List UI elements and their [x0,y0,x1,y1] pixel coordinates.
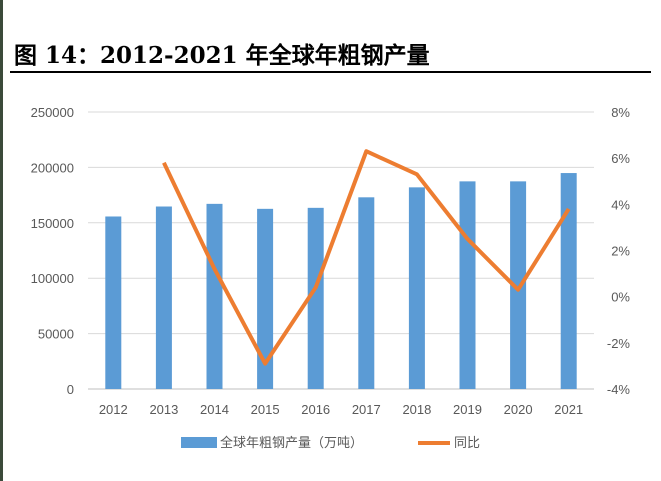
left-tick-label: 150000 [31,216,74,231]
left-tick-label: 200000 [31,160,74,175]
bar [560,173,577,389]
right-tick-label: -4% [607,382,631,397]
right-tick-label: 6% [611,151,630,166]
bar [155,206,172,389]
left-tick-label: 100000 [31,271,74,286]
right-tick-label: -2% [607,336,631,351]
x-tick-label: 2015 [251,402,280,417]
bar [459,181,476,389]
x-tick-label: 2012 [99,402,128,417]
legend-bar-label: 全球年粗钢产量（万吨） [220,435,363,450]
x-tick-label: 2020 [504,402,533,417]
bar [307,207,324,389]
bar [510,181,527,389]
left-tick-label: 50000 [38,327,74,342]
x-tick-label: 2021 [554,402,583,417]
x-tick-label: 2016 [301,402,330,417]
x-tick-label: 2014 [200,402,229,417]
bar [105,216,122,389]
left-edge-strip [0,0,3,481]
x-tick-label: 2013 [149,402,178,417]
bar [206,203,223,389]
right-tick-label: 2% [611,244,630,259]
legend-line-label: 同比 [454,435,480,450]
left-tick-label: 0 [67,382,74,397]
bar [358,197,375,389]
legend-bar-swatch [181,437,217,448]
title-underline [10,71,651,73]
right-tick-label: 8% [611,105,630,120]
figure-title: 图 14：2012-2021 年全球年粗钢产量 [14,42,430,69]
left-tick-label: 250000 [31,105,74,120]
right-tick-label: 0% [611,290,630,305]
x-tick-label: 2017 [352,402,381,417]
bar [408,187,425,389]
bar [257,208,274,389]
x-tick-label: 2018 [402,402,431,417]
right-tick-label: 4% [611,197,630,212]
x-tick-label: 2019 [453,402,482,417]
